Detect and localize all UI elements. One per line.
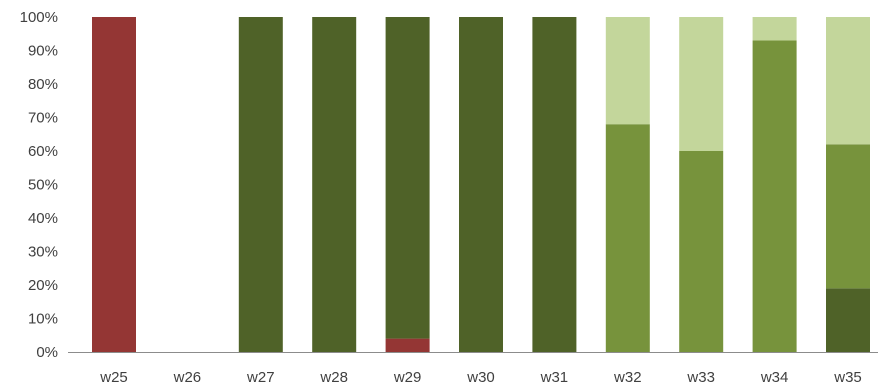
y-tick-label: 40% [28, 210, 58, 227]
bar-segment-w33-series-4 [679, 17, 724, 151]
x-tick-label-w31: w31 [540, 369, 569, 386]
x-tick-label-w34: w34 [760, 369, 789, 386]
y-tick-label: 70% [28, 110, 58, 127]
bar-segment-w31-series-2 [532, 17, 577, 352]
bars-group [92, 17, 870, 352]
x-tick-label-w28: w28 [319, 369, 348, 386]
y-tick-label: 80% [28, 76, 58, 93]
y-tick-label: 100% [20, 9, 58, 26]
y-tick-label: 20% [28, 277, 58, 294]
y-tick-label: 30% [28, 244, 58, 261]
bar-segment-w29-series-1 [385, 338, 430, 352]
x-tick-label-w30: w30 [466, 369, 495, 386]
bar-segment-w25-series-1 [92, 17, 136, 352]
y-tick-label: 10% [28, 311, 58, 328]
y-axis: 0% 10% 20% 30% 40% 50% 60% 70% 80% 90% 100% [20, 9, 58, 361]
y-tick-label: 90% [28, 43, 58, 60]
bar-segment-w32-series-3 [605, 124, 650, 352]
x-tick-label-w33: w33 [686, 369, 715, 386]
bar-segment-w33-series-3 [679, 151, 724, 352]
x-tick-label-w25: w25 [99, 369, 128, 386]
bar-segment-w28-series-2 [312, 17, 357, 352]
y-tick-label: 0% [36, 344, 58, 361]
x-tick-label-w26: w26 [173, 369, 202, 386]
x-axis: w25 w26 w27 w28 w29 w30 w31 w32 w33 w34 w35 [99, 369, 862, 386]
y-tick-label: 60% [28, 143, 58, 160]
x-tick-label-w29: w29 [393, 369, 422, 386]
y-tick-label: 50% [28, 177, 58, 194]
bar-segment-w35-series-4 [826, 17, 870, 145]
bar-segment-w35-series-3 [826, 144, 870, 289]
bar-segment-w34-series-3 [752, 40, 797, 352]
bar-segment-w29-series-2 [385, 17, 430, 339]
bar-segment-w35-series-2 [826, 288, 870, 352]
x-tick-label-w32: w32 [613, 369, 642, 386]
bar-segment-w27-series-2 [238, 17, 283, 352]
bar-segment-w32-series-4 [605, 17, 650, 125]
x-tick-label-w27: w27 [246, 369, 275, 386]
bar-segment-w34-series-4 [752, 17, 797, 41]
bar-segment-w30-series-2 [459, 17, 503, 352]
x-tick-label-w35: w35 [833, 369, 862, 386]
